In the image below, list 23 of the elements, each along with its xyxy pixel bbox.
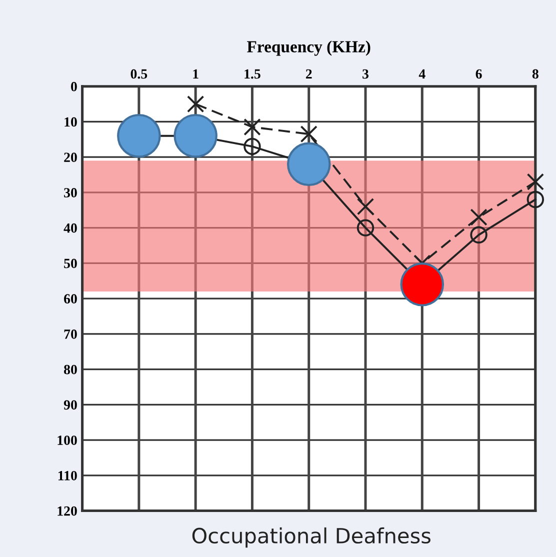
x-tick-label: 4 <box>418 69 426 79</box>
y-tick-label: 110 <box>58 470 77 480</box>
y-tick-label: 20 <box>64 152 77 162</box>
y-tick-label: 10 <box>64 117 77 127</box>
y-tick-label: 60 <box>64 294 77 304</box>
y-tick-label: 70 <box>64 330 77 339</box>
x-tick-label: 0.5 <box>130 69 148 79</box>
y-tick-label: 30 <box>64 188 77 198</box>
y-tick-label: 50 <box>64 258 77 268</box>
x-tick-label: 2 <box>306 69 312 79</box>
x-tick-label: 3 <box>362 69 368 79</box>
text: Occupational Deafness <box>192 527 430 548</box>
x-axis-title: Frequency (KHz) <box>247 40 370 56</box>
y-tick-label: 120 <box>58 506 77 516</box>
x-tick-label: 6 <box>476 69 482 79</box>
y-tick-label: 80 <box>64 364 77 374</box>
x-tick-label: 1 <box>193 69 198 79</box>
y-tick-label: 100 <box>58 436 77 445</box>
y-tick-label: 90 <box>64 400 77 410</box>
x-tick-label: 1.5 <box>244 69 260 79</box>
x-tick-label: 8 <box>532 69 538 79</box>
y-tick-label: 0 <box>71 82 77 92</box>
y-tick-label: 40 <box>64 223 77 233</box>
